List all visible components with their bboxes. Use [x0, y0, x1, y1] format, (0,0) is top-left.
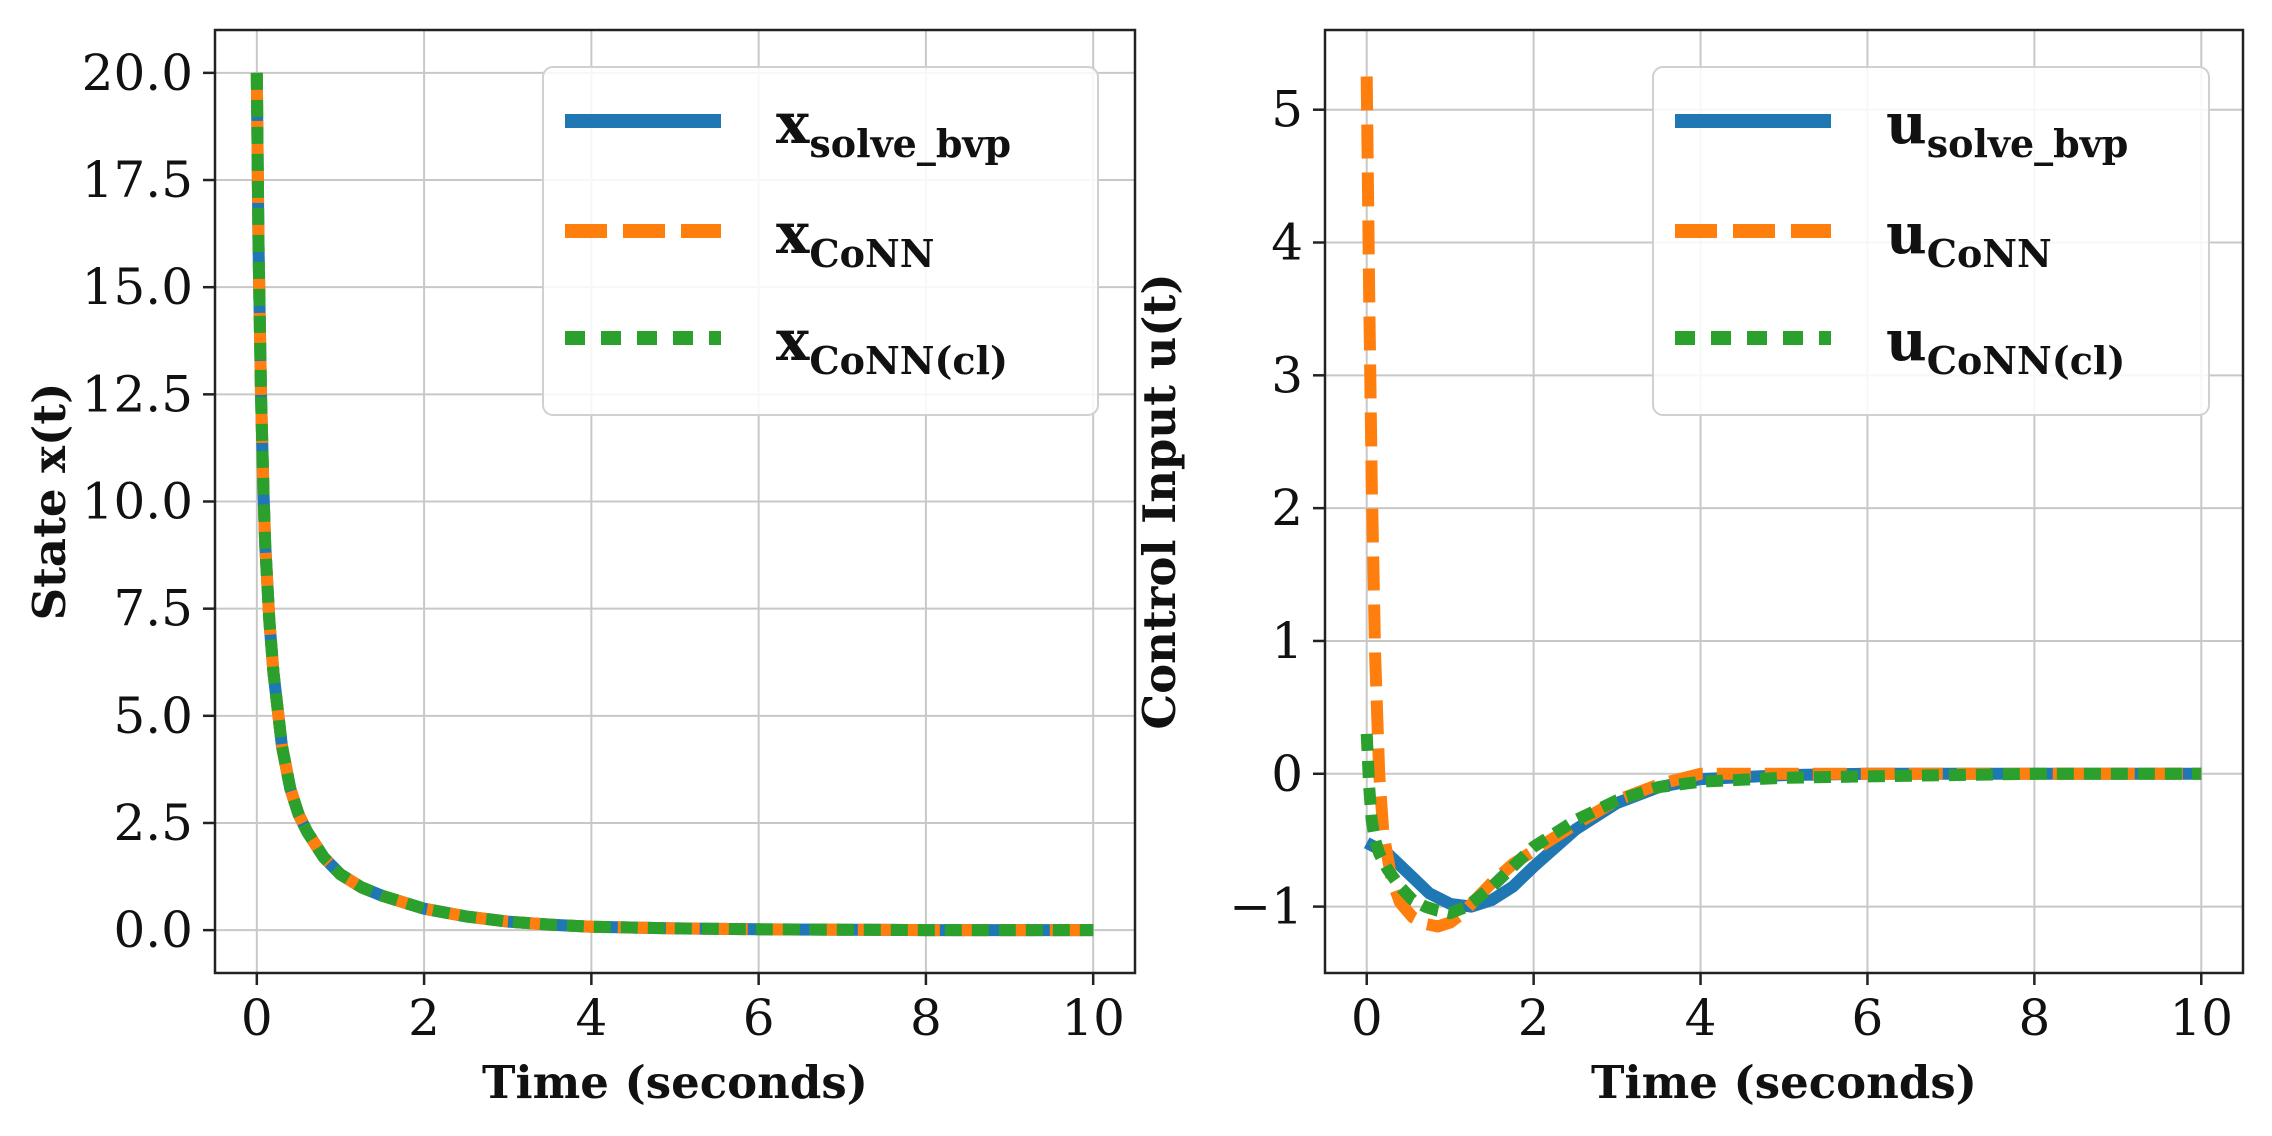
state-legend-label-2: xCoNN(cl)	[776, 308, 1008, 383]
control-ytick-label-0: −1	[1229, 878, 1303, 936]
control-ytick-label-5: 4	[1271, 214, 1303, 272]
state-legend-label-0: xsolve_bvp	[776, 91, 1011, 166]
state-ytick-label-7: 17.5	[82, 151, 193, 209]
control-xtick-label-4: 8	[2018, 989, 2050, 1047]
control-axes-frame	[1323, 28, 2245, 975]
control-ylabel: Control Input u(t)	[1133, 273, 1186, 729]
state-legend-box	[542, 66, 1099, 416]
state-xtick-label-5: 10	[1061, 989, 1125, 1047]
control-ytick-label-2: 1	[1271, 612, 1303, 670]
state-xlabel: Time (seconds)	[482, 1056, 868, 1109]
state-ytick-label-3: 7.5	[113, 580, 193, 638]
control-legend-label-0: usolve_bvp	[1886, 91, 2128, 166]
state-ytick-label-0: 0.0	[113, 901, 193, 959]
control-xtick-label-5: 10	[2169, 989, 2233, 1047]
control-xtick-label-2: 4	[1685, 989, 1717, 1047]
state-xtick-label-4: 8	[910, 989, 942, 1047]
state-ytick-label-4: 10.0	[82, 473, 193, 531]
state-xtick-label-1: 2	[408, 989, 440, 1047]
state-xtick-label-2: 4	[575, 989, 607, 1047]
control-legend-label-1: uCoNN	[1886, 201, 2052, 276]
state-legend-label-1: xCoNN	[776, 201, 934, 276]
state-legend: xsolve_bvp xCoNN xCoNN(cl)	[542, 66, 1099, 416]
state-chart: 0 2 4 6 8 10 0.0 2.5 5.0 7.5 10.0 12.5 15.0 17.5 20.0 T…	[23, 28, 1137, 1109]
control-ytick-label-3: 2	[1271, 479, 1303, 537]
state-series-conn-cl-	[250, 72, 1094, 937]
control-legend-box	[1652, 66, 2210, 416]
control-xtick-label-1: 2	[1518, 989, 1550, 1047]
control-ytick-label-6: 5	[1271, 81, 1303, 139]
state-ytick-label-8: 20.0	[82, 44, 193, 102]
control-xtick-label-3: 6	[1852, 989, 1884, 1047]
control-legend: usolve_bvp uCoNN uCoNN(cl)	[1652, 66, 2210, 416]
state-ytick-label-1: 2.5	[113, 794, 193, 852]
control-xtick-label-0: 0	[1351, 989, 1383, 1047]
state-xtick-label-0: 0	[241, 989, 273, 1047]
control-ytick-label-4: 3	[1271, 346, 1303, 404]
state-ytick-label-2: 5.0	[113, 687, 193, 745]
state-xtick-label-3: 6	[743, 989, 775, 1047]
state-ytick-label-5: 12.5	[82, 365, 193, 423]
state-ytick-label-6: 15.0	[82, 258, 193, 316]
control-xlabel: Time (seconds)	[1591, 1056, 1977, 1109]
control-series-conn-cl-	[1360, 733, 2202, 920]
control-legend-label-2: uCoNN(cl)	[1886, 308, 2125, 383]
control-input-chart: 0 2 4 6 8 10 −1 0 1 2 3 4 5 Time (seconds) Control Inp…	[1133, 28, 2245, 1109]
control-ytick-label-1: 0	[1271, 745, 1303, 803]
state-ylabel: State x(t)	[23, 383, 76, 621]
